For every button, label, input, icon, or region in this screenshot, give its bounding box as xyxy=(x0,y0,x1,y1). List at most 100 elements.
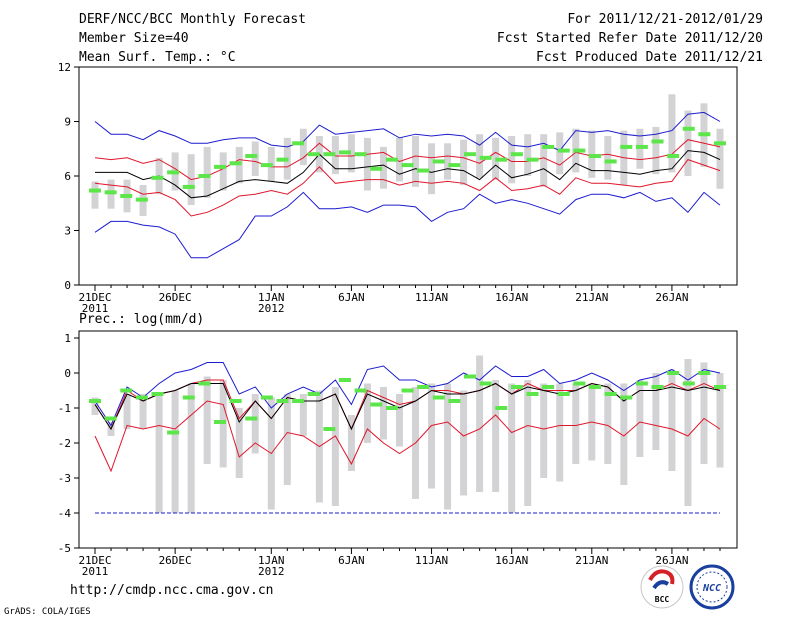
y-tick-label: -5 xyxy=(58,542,71,555)
spread-bar xyxy=(684,359,692,506)
spread-bar xyxy=(428,383,436,489)
forecast-marker xyxy=(151,392,164,396)
spread-bar xyxy=(155,394,163,513)
y-tick-label: 0 xyxy=(64,279,71,292)
x-tick-label: 21JAN xyxy=(575,554,608,567)
forecast-marker xyxy=(339,378,351,382)
forecast-marker xyxy=(573,148,586,153)
spread-bar xyxy=(379,146,387,189)
y-tick-label: 3 xyxy=(64,225,71,238)
forecast-marker xyxy=(714,141,726,146)
forecast-marker xyxy=(698,371,711,375)
forecast-marker xyxy=(604,159,617,164)
x-tick-label: 11JAN xyxy=(415,554,448,567)
spread-bar xyxy=(412,136,420,187)
x-tick-label: 1JAN xyxy=(258,291,285,304)
forecast-marker xyxy=(260,163,273,168)
forecast-marker xyxy=(698,132,711,137)
forecast-marker xyxy=(120,193,133,198)
fcst-produced-date: Fcst Produced Date 2011/12/21 xyxy=(536,50,763,65)
forecast-marker xyxy=(526,157,539,162)
forecast-marker xyxy=(682,126,695,131)
forecast-marker xyxy=(448,163,461,168)
precipitation-panel: -5 -4 -3 -2 -1 0 1 21DEC 26DEC 1JAN 6JAN 11JAN 16JAN… xyxy=(58,330,738,578)
spread-bar xyxy=(251,141,259,176)
member-size-label: Member Size=40 xyxy=(79,31,189,46)
forecast-marker xyxy=(479,381,492,386)
forecast-marker xyxy=(151,175,164,180)
temperature-panel-title: Mean Surf. Temp.: °C xyxy=(79,50,236,65)
forecast-marker xyxy=(542,144,555,149)
x-tick-label: 1JAN xyxy=(258,554,285,567)
forecast-marker xyxy=(276,399,289,403)
spread-bar xyxy=(444,383,452,510)
spread-bar xyxy=(540,134,548,187)
forecast-marker xyxy=(89,188,101,193)
spread-bar xyxy=(556,132,564,175)
spread-bar xyxy=(347,415,355,471)
spread-bar xyxy=(684,110,692,176)
forecast-marker xyxy=(89,399,101,403)
spread-bar xyxy=(331,136,339,175)
forecast-marker xyxy=(323,152,336,157)
spread-bar xyxy=(347,134,355,173)
x-tick-label: 6JAN xyxy=(338,291,365,304)
spread-bar xyxy=(572,383,580,464)
x-tick-label: 21JAN xyxy=(575,291,608,304)
spread-bar xyxy=(460,139,468,186)
spread-bar xyxy=(556,383,564,482)
spread-bar xyxy=(395,394,403,447)
spread-bar xyxy=(444,143,452,180)
forecast-marker xyxy=(198,174,211,178)
spread-bar xyxy=(652,126,660,175)
forecast-marker xyxy=(307,392,320,396)
spread-bar xyxy=(460,390,468,496)
spread-bar xyxy=(604,136,612,180)
spread-bar xyxy=(620,383,628,485)
x-tick-label: 26DEC xyxy=(159,554,192,567)
spread-bar xyxy=(123,394,131,429)
series-line-mean xyxy=(95,150,721,199)
forecast-marker xyxy=(620,144,633,149)
spread-bar xyxy=(508,383,516,513)
forecast-marker xyxy=(557,392,570,396)
spread-bar xyxy=(604,383,612,464)
x-tick-label: 21DEC xyxy=(78,291,111,304)
x-tick-label: 26DEC xyxy=(159,291,192,304)
spread-bar xyxy=(428,143,436,195)
forecast-marker xyxy=(401,163,414,168)
spread-bar xyxy=(187,383,195,513)
spread-bar xyxy=(395,137,403,182)
spread-bar xyxy=(636,380,644,457)
forecast-marker xyxy=(385,406,398,410)
spread-bar xyxy=(171,390,179,513)
y-tick-label: -3 xyxy=(58,472,71,485)
spread-bar xyxy=(716,373,724,468)
forecast-marker xyxy=(667,154,680,159)
spread-bar xyxy=(652,373,660,450)
forecast-marker xyxy=(557,148,570,153)
forecast-marker xyxy=(542,385,555,389)
forecast-marker xyxy=(620,395,633,400)
forecast-marker xyxy=(292,399,305,403)
source-url[interactable]: http://cmdp.ncc.cma.gov.cn xyxy=(70,583,274,598)
forecast-marker xyxy=(370,166,383,171)
forecast-marker xyxy=(292,141,305,146)
spread-bar xyxy=(91,181,99,209)
forecast-marker xyxy=(479,155,492,160)
forecast-marker xyxy=(260,395,273,400)
spread-bar xyxy=(716,128,724,189)
forecast-marker xyxy=(276,157,289,162)
y-tick-label: 0 xyxy=(64,367,71,380)
precipitation-panel-title: Prec.: log(mm/d) xyxy=(79,312,204,327)
forecast-marker xyxy=(167,430,180,435)
spread-bar xyxy=(700,362,708,464)
temperature-panel: 0 3 6 9 12 21DEC 26DEC 1JAN 6JAN 11JAN 16JAN 21JAN 2… xyxy=(58,61,738,315)
spread-bar xyxy=(235,408,243,478)
forecast-marker xyxy=(589,154,601,159)
x-year-label: 2011 xyxy=(82,302,109,315)
forecast-marker xyxy=(370,402,383,407)
forecast-marker xyxy=(182,184,195,189)
spread-bar xyxy=(91,397,99,415)
forecast-marker xyxy=(526,392,539,396)
